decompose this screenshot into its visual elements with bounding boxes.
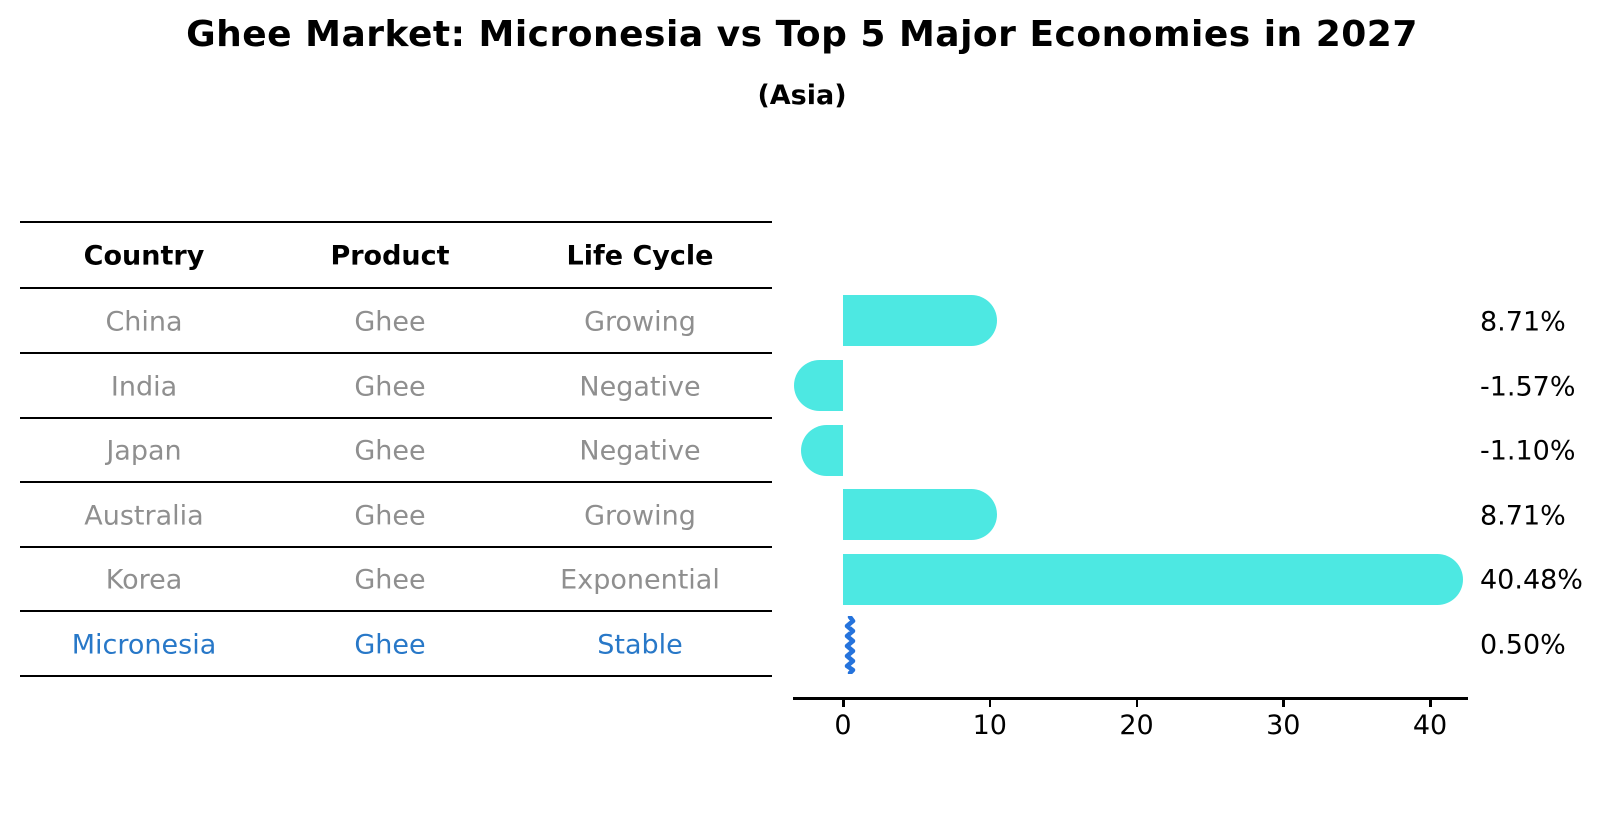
value-label-japan: -1.10% bbox=[1480, 435, 1576, 467]
table-header-country: Country bbox=[83, 240, 205, 272]
value-label-australia: 8.71% bbox=[1480, 500, 1566, 531]
table-rule bbox=[20, 417, 772, 419]
table-rule bbox=[20, 546, 772, 548]
bar-india bbox=[793, 360, 843, 411]
x-axis-tick-label: 40 bbox=[1412, 710, 1448, 741]
value-label-micronesia: 0.50% bbox=[1480, 629, 1566, 660]
cell-product: Ghee bbox=[354, 435, 426, 467]
page-subtitle: (Asia) bbox=[757, 80, 847, 111]
bar-china bbox=[843, 295, 997, 346]
cell-life-cycle: Growing bbox=[584, 500, 696, 531]
cell-product: Ghee bbox=[354, 306, 426, 337]
x-axis-tick bbox=[1429, 698, 1432, 707]
cell-product: Ghee bbox=[354, 500, 426, 531]
cell-country: China bbox=[105, 306, 183, 337]
x-axis-tick bbox=[988, 698, 992, 707]
x-axis-tick bbox=[1135, 698, 1138, 707]
cell-country: Micronesia bbox=[71, 629, 217, 660]
micronesia-zigzag-marker bbox=[843, 614, 857, 678]
cell-product: Ghee bbox=[354, 629, 426, 660]
table-header-life-cycle: Life Cycle bbox=[566, 240, 714, 272]
page-title: Ghee Market: Micronesia vs Top 5 Major E… bbox=[186, 14, 1418, 55]
x-axis-tick-label: 20 bbox=[1119, 710, 1154, 741]
x-axis-line bbox=[793, 696, 1468, 700]
x-axis-tick-label: 30 bbox=[1266, 710, 1301, 741]
table-rule bbox=[20, 287, 772, 289]
cell-country: Japan bbox=[106, 435, 182, 467]
cell-life-cycle: Exponential bbox=[560, 564, 720, 596]
table-rule bbox=[20, 221, 772, 223]
table-rule bbox=[20, 610, 772, 612]
value-label-china: 8.71% bbox=[1480, 306, 1566, 337]
cell-country: Australia bbox=[84, 500, 204, 531]
bar-japan bbox=[800, 424, 843, 476]
table-header-product: Product bbox=[330, 240, 450, 272]
x-axis-tick bbox=[1282, 698, 1285, 707]
table-rule bbox=[20, 481, 772, 483]
x-axis-tick-label: 0 bbox=[834, 710, 852, 741]
cell-life-cycle: Negative bbox=[579, 435, 701, 467]
x-axis-tick bbox=[842, 698, 845, 707]
value-label-korea: 40.48% bbox=[1480, 564, 1583, 596]
cell-life-cycle: Negative bbox=[579, 371, 701, 402]
cell-product: Ghee bbox=[354, 564, 426, 596]
bar-korea bbox=[843, 553, 1464, 605]
cell-country: India bbox=[110, 371, 178, 402]
cell-life-cycle: Growing bbox=[584, 306, 696, 337]
table-rule bbox=[20, 675, 772, 677]
x-axis-tick-label: 10 bbox=[972, 710, 1007, 741]
cell-country: Korea bbox=[105, 564, 183, 596]
value-label-india: -1.57% bbox=[1480, 371, 1576, 402]
bar-australia bbox=[843, 489, 997, 540]
cell-product: Ghee bbox=[354, 371, 426, 402]
cell-life-cycle: Stable bbox=[597, 629, 683, 660]
table-rule bbox=[20, 352, 772, 354]
